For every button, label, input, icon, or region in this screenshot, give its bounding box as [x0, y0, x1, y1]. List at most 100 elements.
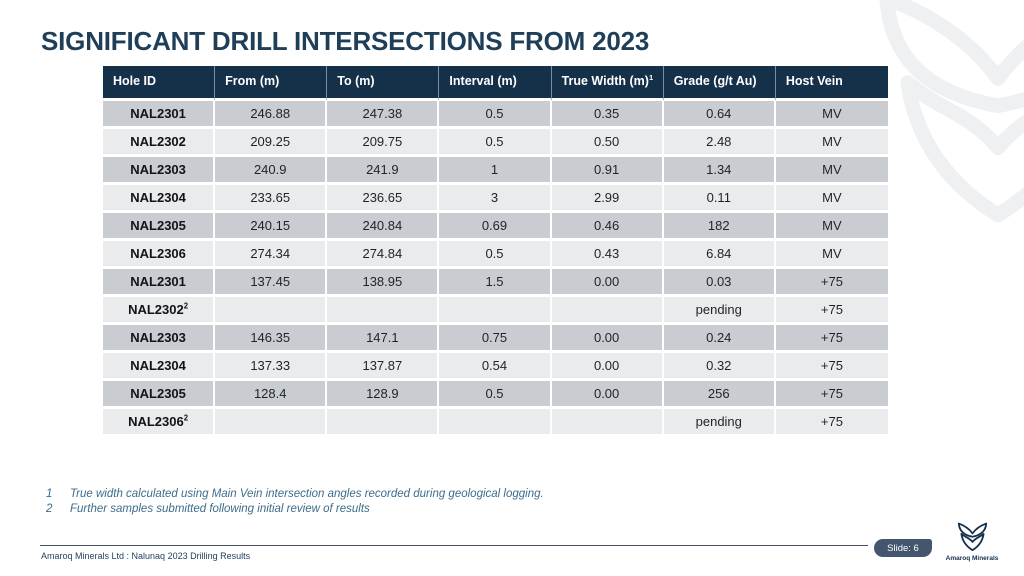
data-cell — [327, 409, 440, 437]
data-cell: 240.15 — [215, 213, 328, 241]
data-cell: 274.84 — [327, 241, 440, 269]
data-cell — [215, 297, 328, 325]
hole-id-cell: NAL2304 — [103, 185, 216, 213]
footnote: 1 True width calculated using Main Vein i… — [46, 487, 544, 502]
data-cell: 146.35 — [215, 325, 328, 353]
slide-number-badge: Slide: 6 — [874, 539, 932, 557]
column-header-3: Interval (m) — [439, 66, 552, 101]
data-cell: 0.46 — [551, 213, 664, 241]
table-row: NAL23062 pending +75 — [103, 409, 888, 437]
footnote-number: 1 — [46, 488, 53, 500]
table-row: NAL2304 233.65 236.65 3 2.99 0.11 MV — [103, 185, 888, 213]
data-cell: 128.9 — [327, 381, 440, 409]
data-cell: 236.65 — [327, 185, 440, 213]
data-cell: 137.45 — [215, 269, 328, 297]
table-row: NAL2303 240.9 241.9 1 0.91 1.34 MV — [103, 157, 888, 185]
hole-id-cell: NAL23062 — [103, 409, 216, 437]
data-cell: +75 — [775, 353, 888, 381]
fox-logo-icon — [957, 522, 987, 552]
data-cell: 0.24 — [663, 325, 776, 353]
hole-id-cell: NAL2305 — [103, 381, 216, 409]
data-cell: 1 — [439, 157, 552, 185]
column-header-4: True Width (m)1 — [551, 66, 664, 101]
data-cell: 0.75 — [439, 325, 552, 353]
data-cell: 0.35 — [551, 101, 664, 129]
data-cell: pending — [663, 297, 776, 325]
data-cell: 147.1 — [327, 325, 440, 353]
data-cell: 209.75 — [327, 129, 440, 157]
table-row: NAL23022 pending +75 — [103, 297, 888, 325]
hole-id-cell: NAL23022 — [103, 297, 216, 325]
data-cell: 0.00 — [551, 325, 664, 353]
footnote-text: True width calculated using Main Vein in… — [70, 488, 544, 500]
footer-text: Amaroq Minerals Ltd : Nalunaq 2023 Drill… — [41, 551, 251, 561]
data-cell: 246.88 — [215, 101, 328, 129]
data-cell: 0.03 — [663, 269, 776, 297]
data-cell: 137.33 — [215, 353, 328, 381]
data-cell: MV — [775, 129, 888, 157]
data-cell: 0.5 — [439, 129, 552, 157]
data-cell: 0.32 — [663, 353, 776, 381]
data-cell: 0.50 — [551, 129, 664, 157]
table-row: NAL2302 209.25 209.75 0.5 0.50 2.48 MV — [103, 129, 888, 157]
table-row: NAL2306 274.34 274.84 0.5 0.43 6.84 MV — [103, 241, 888, 269]
data-cell — [551, 409, 664, 437]
hole-id-cell: NAL2304 — [103, 353, 216, 381]
data-cell: 0.64 — [663, 101, 776, 129]
data-cell: MV — [775, 101, 888, 129]
data-cell: 0.5 — [439, 381, 552, 409]
data-cell: 0.69 — [439, 213, 552, 241]
column-header-6: Host Vein — [775, 66, 888, 101]
data-cell: 0.11 — [663, 185, 776, 213]
table-header-row: Hole ID From (m) To (m) Interval (m) True Wi… — [103, 66, 888, 101]
footer-divider — [40, 545, 868, 546]
data-cell: 6.84 — [663, 241, 776, 269]
data-cell: 0.5 — [439, 241, 552, 269]
data-cell: +75 — [775, 409, 888, 437]
drill-intersections-table: Hole ID From (m) To (m) Interval (m) True Wi… — [103, 66, 888, 437]
data-cell: 233.65 — [215, 185, 328, 213]
data-cell: 240.84 — [327, 213, 440, 241]
hole-id-cell: NAL2303 — [103, 157, 216, 185]
table-row: NAL2304 137.33 137.87 0.54 0.00 0.32 +75 — [103, 353, 888, 381]
data-cell: 2.99 — [551, 185, 664, 213]
data-cell: 138.95 — [327, 269, 440, 297]
data-cell: 240.9 — [215, 157, 328, 185]
table-body: NAL2301 246.88 247.38 0.5 0.35 0.64 MV NAL2302 2… — [103, 101, 888, 437]
data-cell: +75 — [775, 325, 888, 353]
data-cell: 2.48 — [663, 129, 776, 157]
data-cell: pending — [663, 409, 776, 437]
data-cell: 1.5 — [439, 269, 552, 297]
data-cell: 0.00 — [551, 353, 664, 381]
table-row: NAL2301 246.88 247.38 0.5 0.35 0.64 MV — [103, 101, 888, 129]
table-row: NAL2305 128.4 128.9 0.5 0.00 256 +75 — [103, 381, 888, 409]
data-cell: 209.25 — [215, 129, 328, 157]
fox-watermark-icon — [872, 0, 1024, 238]
hole-id-cell: NAL2303 — [103, 325, 216, 353]
data-cell: +75 — [775, 269, 888, 297]
hole-id-cell: NAL2301 — [103, 101, 216, 129]
footnotes: 1 True width calculated using Main Vein i… — [46, 487, 544, 517]
data-cell: 256 — [663, 381, 776, 409]
data-cell — [551, 297, 664, 325]
data-cell: +75 — [775, 381, 888, 409]
table-row: NAL2301 137.45 138.95 1.5 0.00 0.03 +75 — [103, 269, 888, 297]
data-cell: MV — [775, 213, 888, 241]
hole-id-cell: NAL2302 — [103, 129, 216, 157]
data-cell: 241.9 — [327, 157, 440, 185]
data-cell — [327, 297, 440, 325]
data-cell — [439, 409, 552, 437]
table-row: NAL2303 146.35 147.1 0.75 0.00 0.24 +75 — [103, 325, 888, 353]
hole-id-cell: NAL2305 — [103, 213, 216, 241]
logo-caption: Amaroq Minerals — [945, 555, 999, 562]
column-header-5: Grade (g/t Au) — [663, 66, 776, 101]
data-cell: MV — [775, 185, 888, 213]
footnote: 2 Further samples submitted following ini… — [46, 502, 544, 517]
hole-id-cell: NAL2301 — [103, 269, 216, 297]
data-cell: 0.54 — [439, 353, 552, 381]
table-row: NAL2305 240.15 240.84 0.69 0.46 182 MV — [103, 213, 888, 241]
hole-id-cell: NAL2306 — [103, 241, 216, 269]
data-cell: 0.00 — [551, 269, 664, 297]
data-cell: 0.5 — [439, 101, 552, 129]
data-cell: 3 — [439, 185, 552, 213]
